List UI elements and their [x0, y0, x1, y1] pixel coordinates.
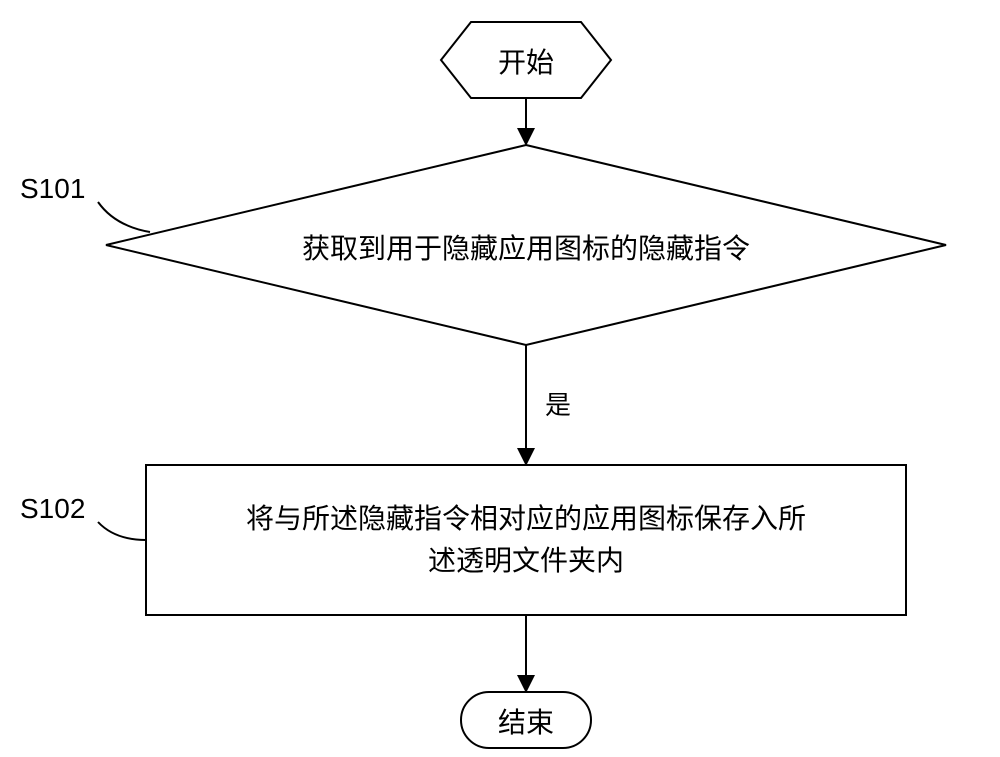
end-label: 结束 — [461, 702, 591, 744]
decision-label: 获取到用于隐藏应用图标的隐藏指令 — [206, 228, 846, 270]
edge-yes-label: 是 — [545, 386, 595, 425]
step-label-s102: S102 — [20, 488, 110, 530]
process-label: 将与所述隐藏指令相对应的应用图标保存入所 述透明文件夹内 — [166, 498, 886, 582]
flowchart-canvas: 开始 获取到用于隐藏应用图标的隐藏指令 将与所述隐藏指令相对应的应用图标保存入所… — [0, 0, 1000, 757]
process-label-line1: 将与所述隐藏指令相对应的应用图标保存入所 — [246, 503, 806, 534]
flowchart-svg — [0, 0, 1000, 757]
step-label-s101: S101 — [20, 168, 110, 210]
process-label-line2: 述透明文件夹内 — [428, 545, 624, 576]
start-label: 开始 — [441, 42, 611, 84]
